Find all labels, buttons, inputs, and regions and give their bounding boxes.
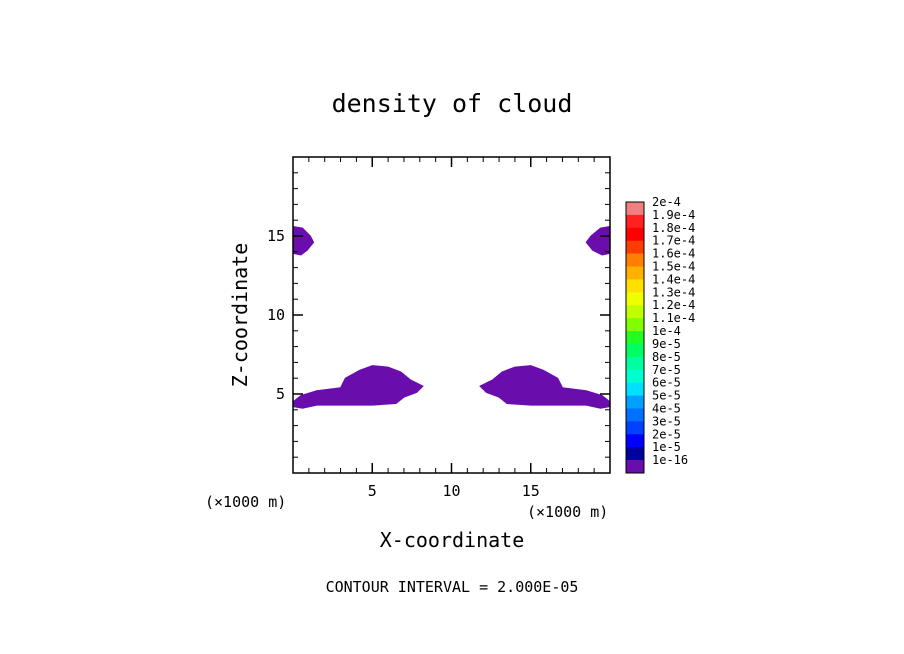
legend-label: 1.2e-4 <box>652 298 695 312</box>
legend-swatch <box>626 395 644 409</box>
y-axis-label: Z-coordinate <box>228 243 252 388</box>
color-legend: 2e-41.9e-41.8e-41.7e-41.6e-41.5e-41.4e-4… <box>625 195 695 474</box>
legend-swatch <box>626 318 644 332</box>
legend-label: 1.9e-4 <box>652 208 695 222</box>
legend-label: 7e-5 <box>652 363 681 377</box>
legend-label: 6e-5 <box>652 376 681 390</box>
legend-swatch <box>626 369 644 383</box>
x-tick-label: 15 <box>522 482 540 500</box>
legend-swatch <box>626 214 644 229</box>
y-tick-labels: 5 10 15 <box>267 227 285 403</box>
legend-label: 1.8e-4 <box>652 221 695 235</box>
plot-area <box>292 156 611 474</box>
plot-background <box>293 157 610 473</box>
legend-label: 1.3e-4 <box>652 285 695 299</box>
x-tick-label: 10 <box>442 482 460 500</box>
legend-label: 1.4e-4 <box>652 272 695 286</box>
legend-label: 2e-4 <box>652 195 681 209</box>
y-tick-label: 5 <box>276 385 285 403</box>
y-tick-label: 10 <box>267 306 285 324</box>
x-unit-label-left: (×1000 m) <box>205 493 286 511</box>
legend-swatch <box>626 356 644 371</box>
legend-label: 1.5e-4 <box>652 260 695 274</box>
legend-swatch <box>626 447 644 461</box>
legend-swatch <box>626 253 644 267</box>
legend-swatch <box>626 421 644 435</box>
legend-label: 8e-5 <box>652 350 681 364</box>
legend-swatch <box>626 227 644 242</box>
legend-label: 1.1e-4 <box>652 311 695 325</box>
legend-swatch <box>626 202 644 216</box>
cloud-regions <box>292 225 611 409</box>
x-axis-label: X-coordinate <box>380 528 525 552</box>
cloud-region-upper-left-cloud <box>292 225 315 256</box>
legend-swatch <box>626 460 644 474</box>
legend-swatch <box>626 343 644 358</box>
x-tick-label: 5 <box>368 482 377 500</box>
legend-label: 5e-5 <box>652 389 681 403</box>
legend-swatch <box>626 331 644 345</box>
y-tick-label: 15 <box>267 227 285 245</box>
cloud-region-upper-right-cloud <box>585 225 611 256</box>
legend-swatch <box>626 292 644 306</box>
x-tick-labels: 5 10 15 <box>368 482 540 500</box>
legend-label: 1e-5 <box>652 440 681 454</box>
legend-swatch <box>626 266 644 280</box>
legend-label: 1.7e-4 <box>652 234 695 248</box>
legend-label: 1.6e-4 <box>652 247 695 261</box>
major-ticks <box>293 157 610 473</box>
legend-swatch <box>626 305 644 319</box>
legend-label: 1e-16 <box>652 453 688 467</box>
legend-swatch <box>626 434 644 448</box>
chart-title: density of cloud <box>332 89 573 118</box>
legend-swatch <box>626 382 644 396</box>
legend-label: 1e-4 <box>652 324 681 338</box>
legend-frame <box>625 201 645 474</box>
legend-swatch <box>626 240 644 254</box>
plot-frame <box>292 156 611 474</box>
x-unit-label-right: (×1000 m) <box>527 503 608 521</box>
contour-interval-footer: CONTOUR INTERVAL = 2.000E-05 <box>326 578 579 596</box>
legend-label: 3e-5 <box>652 414 681 428</box>
legend-label: 4e-5 <box>652 402 681 416</box>
cloud-region-lower-left-cloud <box>292 365 424 409</box>
cloud-region-lower-right-cloud <box>479 365 611 409</box>
legend-label: 2e-5 <box>652 427 681 441</box>
legend-swatch <box>626 408 644 422</box>
legend-label: 9e-5 <box>652 337 681 351</box>
legend-swatch <box>626 279 644 293</box>
